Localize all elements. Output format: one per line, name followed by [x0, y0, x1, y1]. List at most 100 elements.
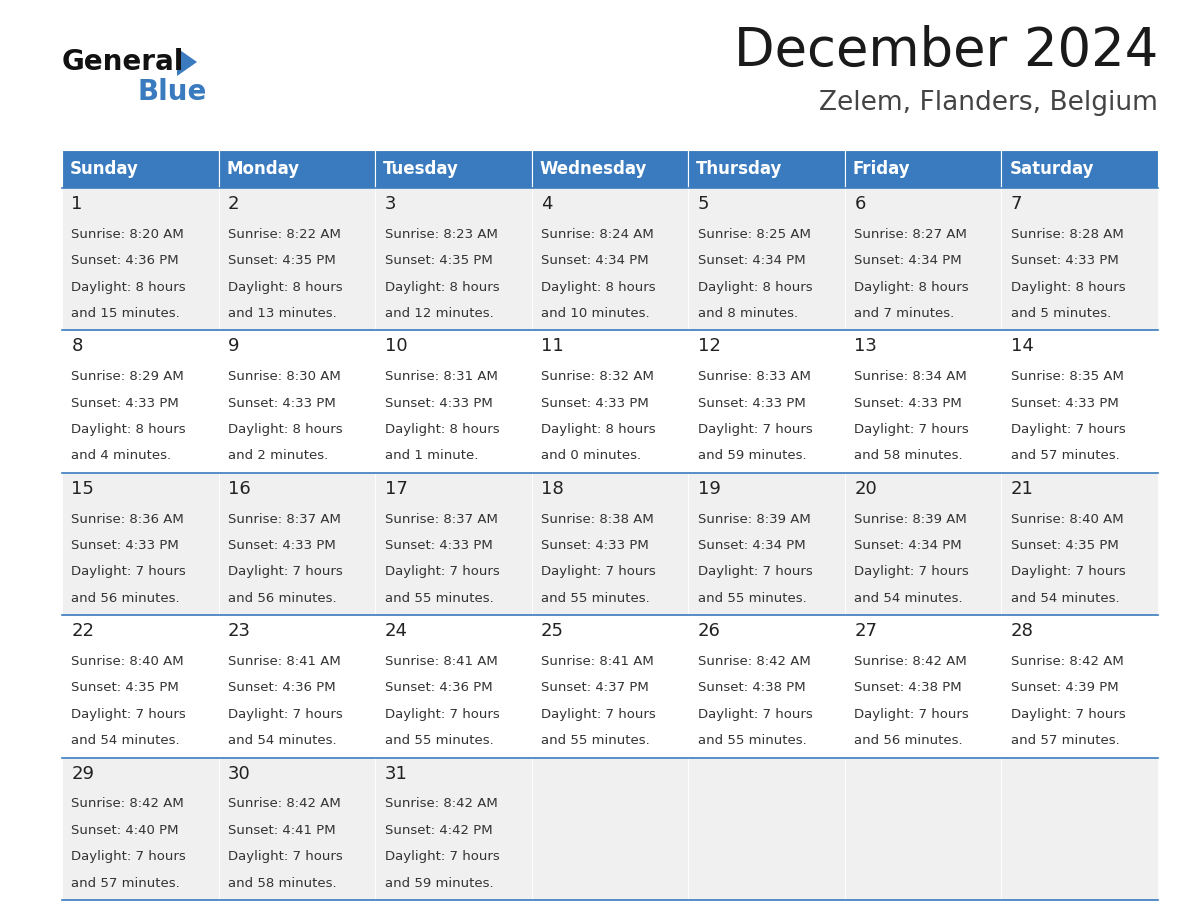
Text: Sunset: 4:36 PM: Sunset: 4:36 PM — [385, 681, 492, 694]
Text: Daylight: 7 hours: Daylight: 7 hours — [541, 565, 656, 578]
Bar — [375, 150, 532, 188]
Text: Sunrise: 8:31 AM: Sunrise: 8:31 AM — [385, 370, 498, 384]
Bar — [688, 757, 845, 900]
Text: and 10 minutes.: and 10 minutes. — [541, 307, 650, 319]
Text: and 0 minutes.: and 0 minutes. — [541, 449, 642, 463]
Text: Sunset: 4:34 PM: Sunset: 4:34 PM — [697, 539, 805, 552]
Bar — [845, 150, 1001, 188]
Text: 20: 20 — [854, 480, 877, 498]
Text: 18: 18 — [541, 480, 564, 498]
Text: Daylight: 8 hours: Daylight: 8 hours — [854, 281, 969, 294]
Text: and 55 minutes.: and 55 minutes. — [385, 734, 493, 747]
Text: Sunrise: 8:28 AM: Sunrise: 8:28 AM — [1011, 228, 1124, 241]
Text: 7: 7 — [1011, 195, 1023, 213]
Text: General: General — [62, 48, 184, 76]
Bar — [1001, 473, 1158, 615]
Text: Sunset: 4:39 PM: Sunset: 4:39 PM — [1011, 681, 1118, 694]
Text: 21: 21 — [1011, 480, 1034, 498]
Text: Sunrise: 8:40 AM: Sunrise: 8:40 AM — [71, 655, 184, 668]
Text: 23: 23 — [228, 622, 251, 640]
Text: Daylight: 8 hours: Daylight: 8 hours — [228, 281, 342, 294]
Text: Daylight: 7 hours: Daylight: 7 hours — [697, 423, 813, 436]
Text: and 55 minutes.: and 55 minutes. — [697, 592, 807, 605]
Text: Sunrise: 8:24 AM: Sunrise: 8:24 AM — [541, 228, 653, 241]
Text: Sunset: 4:42 PM: Sunset: 4:42 PM — [385, 823, 492, 837]
Bar — [375, 615, 532, 757]
Bar — [1001, 150, 1158, 188]
Text: Sunrise: 8:42 AM: Sunrise: 8:42 AM — [1011, 655, 1124, 668]
Text: 6: 6 — [854, 195, 866, 213]
Text: Daylight: 7 hours: Daylight: 7 hours — [228, 565, 342, 578]
Text: Sunset: 4:33 PM: Sunset: 4:33 PM — [385, 539, 492, 552]
Text: 15: 15 — [71, 480, 94, 498]
Bar — [1001, 330, 1158, 473]
Text: Sunrise: 8:42 AM: Sunrise: 8:42 AM — [385, 798, 498, 811]
Text: 9: 9 — [228, 338, 240, 355]
Text: Sunset: 4:35 PM: Sunset: 4:35 PM — [228, 254, 336, 267]
Text: 1: 1 — [71, 195, 83, 213]
Bar — [62, 757, 219, 900]
Bar — [375, 330, 532, 473]
Text: and 57 minutes.: and 57 minutes. — [71, 877, 181, 890]
Bar — [532, 330, 688, 473]
Text: Sunset: 4:33 PM: Sunset: 4:33 PM — [71, 539, 179, 552]
Text: Daylight: 7 hours: Daylight: 7 hours — [385, 708, 499, 721]
Text: 28: 28 — [1011, 622, 1034, 640]
Text: Sunrise: 8:25 AM: Sunrise: 8:25 AM — [697, 228, 810, 241]
Text: 27: 27 — [854, 622, 877, 640]
Bar — [845, 615, 1001, 757]
Text: and 56 minutes.: and 56 minutes. — [228, 592, 336, 605]
Text: Sunset: 4:38 PM: Sunset: 4:38 PM — [854, 681, 962, 694]
Text: Sunset: 4:35 PM: Sunset: 4:35 PM — [71, 681, 179, 694]
Text: Saturday: Saturday — [1010, 160, 1094, 178]
Text: and 55 minutes.: and 55 minutes. — [385, 592, 493, 605]
Text: 13: 13 — [854, 338, 877, 355]
Text: Daylight: 7 hours: Daylight: 7 hours — [697, 708, 813, 721]
Text: Sunset: 4:38 PM: Sunset: 4:38 PM — [697, 681, 805, 694]
Text: Monday: Monday — [227, 160, 299, 178]
Text: Daylight: 8 hours: Daylight: 8 hours — [71, 281, 187, 294]
Bar — [219, 150, 375, 188]
Bar — [62, 615, 219, 757]
Text: Sunrise: 8:40 AM: Sunrise: 8:40 AM — [1011, 512, 1124, 526]
Text: Sunday: Sunday — [70, 160, 139, 178]
Text: Daylight: 7 hours: Daylight: 7 hours — [71, 708, 187, 721]
Text: Daylight: 7 hours: Daylight: 7 hours — [385, 565, 499, 578]
Text: Daylight: 7 hours: Daylight: 7 hours — [697, 565, 813, 578]
Text: 26: 26 — [697, 622, 721, 640]
Text: Sunrise: 8:42 AM: Sunrise: 8:42 AM — [854, 655, 967, 668]
Text: Sunset: 4:33 PM: Sunset: 4:33 PM — [1011, 254, 1119, 267]
Text: Daylight: 8 hours: Daylight: 8 hours — [385, 281, 499, 294]
Text: Sunrise: 8:23 AM: Sunrise: 8:23 AM — [385, 228, 498, 241]
Text: Blue: Blue — [137, 78, 207, 106]
Text: and 1 minute.: and 1 minute. — [385, 449, 478, 463]
Text: Daylight: 7 hours: Daylight: 7 hours — [854, 708, 969, 721]
Text: 19: 19 — [697, 480, 721, 498]
Text: and 7 minutes.: and 7 minutes. — [854, 307, 954, 319]
Text: Sunrise: 8:35 AM: Sunrise: 8:35 AM — [1011, 370, 1124, 384]
Bar — [375, 757, 532, 900]
Text: Sunrise: 8:37 AM: Sunrise: 8:37 AM — [385, 512, 498, 526]
Bar — [62, 330, 219, 473]
Text: Sunset: 4:34 PM: Sunset: 4:34 PM — [854, 539, 962, 552]
Text: Zelem, Flanders, Belgium: Zelem, Flanders, Belgium — [819, 90, 1158, 116]
Bar — [532, 615, 688, 757]
Bar — [688, 330, 845, 473]
Bar — [219, 757, 375, 900]
Text: 29: 29 — [71, 765, 94, 783]
Text: Thursday: Thursday — [696, 160, 783, 178]
Text: Sunset: 4:33 PM: Sunset: 4:33 PM — [228, 397, 336, 409]
Text: and 54 minutes.: and 54 minutes. — [71, 734, 181, 747]
Text: 5: 5 — [697, 195, 709, 213]
Text: December 2024: December 2024 — [734, 25, 1158, 77]
Text: 12: 12 — [697, 338, 721, 355]
Text: 30: 30 — [228, 765, 251, 783]
Text: 8: 8 — [71, 338, 83, 355]
Text: Sunrise: 8:22 AM: Sunrise: 8:22 AM — [228, 228, 341, 241]
Text: Sunset: 4:33 PM: Sunset: 4:33 PM — [71, 397, 179, 409]
Text: Sunset: 4:40 PM: Sunset: 4:40 PM — [71, 823, 179, 837]
Bar — [845, 757, 1001, 900]
Text: Daylight: 7 hours: Daylight: 7 hours — [1011, 565, 1125, 578]
Text: Sunrise: 8:30 AM: Sunrise: 8:30 AM — [228, 370, 341, 384]
Text: Sunset: 4:36 PM: Sunset: 4:36 PM — [228, 681, 335, 694]
